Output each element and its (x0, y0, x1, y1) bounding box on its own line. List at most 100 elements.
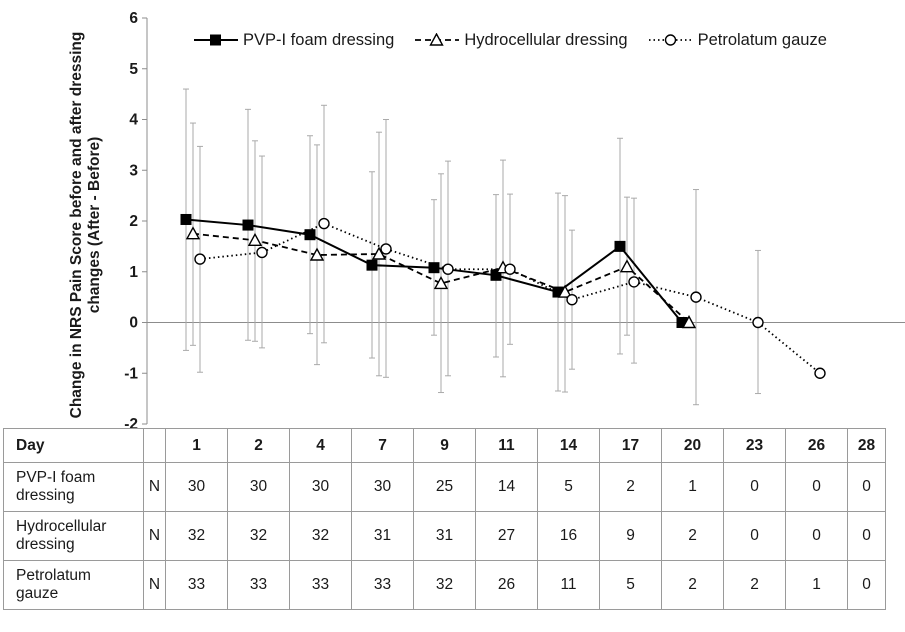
legend-swatch-pvpi (194, 34, 238, 46)
table-cell: 30 (351, 462, 414, 512)
legend-item-petrolatum: Petrolatum gauze (648, 31, 827, 50)
row-label-hydrocellular: Hydrocellular dressing (3, 511, 144, 561)
table-cell: 5 (599, 560, 662, 610)
y-tick-label: 2 (129, 213, 138, 230)
y-tick-label: -1 (124, 365, 138, 382)
legend-item-pvpi: PVP-I foam dressing (193, 31, 394, 50)
header-blank-cell (143, 428, 166, 463)
data-point-circle (442, 263, 454, 275)
legend-label-hydrocellular: Hydrocellular dressing (464, 30, 628, 49)
header-day: 23 (723, 428, 786, 463)
legend-swatch-hydrocellular (415, 33, 460, 46)
data-point-triangle (681, 315, 697, 329)
header-day: 4 (289, 428, 352, 463)
data-point-circle (194, 253, 206, 265)
table-row-hydrocellular: Hydrocellular dressing N 32 32 32 31 31 2… (3, 511, 886, 561)
table-cell: 0 (847, 511, 886, 561)
header-day: 7 (351, 428, 414, 463)
table-cell: 30 (165, 462, 228, 512)
data-point-circle (504, 263, 516, 275)
data-point-circle (690, 291, 702, 303)
table-cell: 25 (413, 462, 476, 512)
row-label-line: dressing (16, 487, 75, 504)
row-label-line: Hydrocellular (16, 518, 107, 535)
y-axis-label: Change in NRS Pain Score before and afte… (68, 31, 103, 419)
line-chart: -2 -1 0 1 2 3 4 5 6 Change in NRS Pain Score bef… (68, 10, 905, 430)
data-point-square (366, 259, 378, 271)
y-tick-label: 1 (129, 264, 138, 281)
header-day: 11 (475, 428, 538, 463)
table-cell: 5 (537, 462, 600, 512)
y-tick-label: 6 (129, 10, 138, 27)
table-cell: 31 (351, 511, 414, 561)
header-day: 2 (227, 428, 290, 463)
data-point-triangle (185, 226, 201, 240)
legend-label-pvpi: PVP-I foam dressing (243, 30, 395, 49)
header-day-label: Day (3, 428, 144, 463)
table-cell: 33 (227, 560, 290, 610)
table-cell: 0 (785, 511, 848, 561)
table-cell: 2 (661, 560, 724, 610)
data-point-circle (814, 367, 826, 379)
table-cell: 30 (289, 462, 352, 512)
data-point-square (242, 219, 254, 231)
row-label-line: gauze (16, 585, 59, 602)
data-point-triangle (247, 232, 263, 246)
header-day: 14 (537, 428, 600, 463)
data-point-square (490, 269, 502, 281)
chart-legend: PVP-I foam dressing Hydrocellular dressi… (193, 29, 847, 51)
data-point-circle (318, 217, 330, 230)
chart-plot: -2 -1 0 1 2 3 4 5 6 (124, 10, 905, 430)
sample-size-table: Day 1 2 4 7 9 11 14 17 20 23 26 28 PVP-I… (3, 428, 886, 610)
header-day: 17 (599, 428, 662, 463)
header-day: 1 (165, 428, 228, 463)
table-cell: 2 (661, 511, 724, 561)
data-point-circle (256, 246, 268, 259)
legend-swatch-petrolatum (648, 34, 693, 46)
header-day: 28 (847, 428, 886, 463)
row-label-line: PVP-I foam (16, 469, 96, 486)
table-cell: 0 (723, 511, 786, 561)
y-tick-label: 4 (129, 112, 138, 129)
data-point-square (552, 286, 564, 298)
data-point-square (428, 262, 440, 274)
data-point-circle (380, 243, 392, 255)
table-cell: 33 (165, 560, 228, 610)
table-cell: 33 (289, 560, 352, 610)
data-point-square (180, 213, 192, 225)
legend-item-hydrocellular: Hydrocellular dressing (414, 30, 628, 50)
row-label-line: dressing (16, 536, 75, 553)
data-point-triangle (619, 259, 635, 273)
table-cell: 1 (661, 462, 724, 512)
table-cell: 2 (723, 560, 786, 610)
header-day: 20 (661, 428, 724, 463)
n-label: N (143, 462, 166, 512)
data-point-triangle (309, 247, 325, 261)
table-cell: 14 (475, 462, 538, 512)
data-point-triangle (433, 275, 449, 290)
table-cell: 32 (165, 511, 228, 561)
row-label-pvpi: PVP-I foam dressing (3, 462, 144, 512)
table-cell: 30 (227, 462, 290, 512)
n-label: N (143, 560, 166, 610)
table-cell: 9 (599, 511, 662, 561)
data-point-triangle (557, 284, 573, 298)
table-row-petrolatum: Petrolatum gauze N 33 33 33 33 32 26 11 5… (3, 560, 886, 610)
data-point-triangle (371, 246, 387, 260)
header-day: 26 (785, 428, 848, 463)
table-cell: 2 (599, 462, 662, 512)
y-tick-label: 5 (129, 61, 138, 78)
header-day: 9 (413, 428, 476, 463)
table-header-row: Day 1 2 4 7 9 11 14 17 20 23 26 28 (3, 428, 886, 463)
table-cell: 33 (351, 560, 414, 610)
data-point-circle (566, 293, 578, 306)
table-cell: 31 (413, 511, 476, 561)
n-label: N (143, 511, 166, 561)
data-point-square (304, 229, 316, 241)
row-label-line: Petrolatum (16, 567, 91, 584)
table-cell: 0 (847, 462, 886, 512)
table-cell: 16 (537, 511, 600, 561)
y-tick-label: 0 (129, 315, 138, 332)
table-cell: 32 (227, 511, 290, 561)
legend-label-petrolatum: Petrolatum gauze (697, 30, 827, 49)
